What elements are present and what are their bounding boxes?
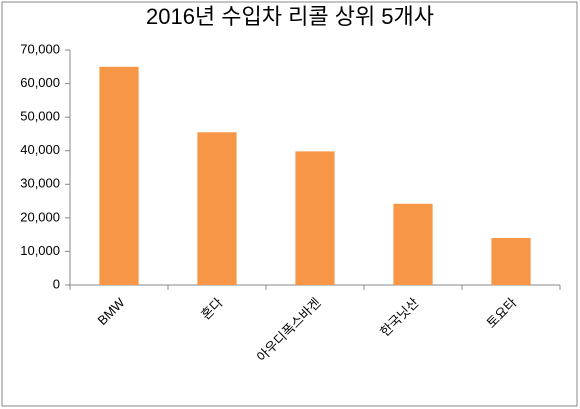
bar xyxy=(393,203,433,285)
y-tick-label: 10,000 xyxy=(20,243,60,258)
chart-title: 2016년 수입차 리콜 상위 5개사 xyxy=(146,4,434,29)
bar xyxy=(295,151,335,285)
y-tick-label: 30,000 xyxy=(20,176,60,191)
y-tick-label: 0 xyxy=(53,276,60,291)
y-tick-label: 60,000 xyxy=(20,75,60,90)
bar xyxy=(491,238,531,285)
y-tick-label: 70,000 xyxy=(20,41,60,56)
bar xyxy=(197,132,237,285)
y-tick-label: 20,000 xyxy=(20,209,60,224)
y-tick-label: 40,000 xyxy=(20,142,60,157)
bar xyxy=(99,66,139,286)
y-tick-label: 50,000 xyxy=(20,109,60,124)
